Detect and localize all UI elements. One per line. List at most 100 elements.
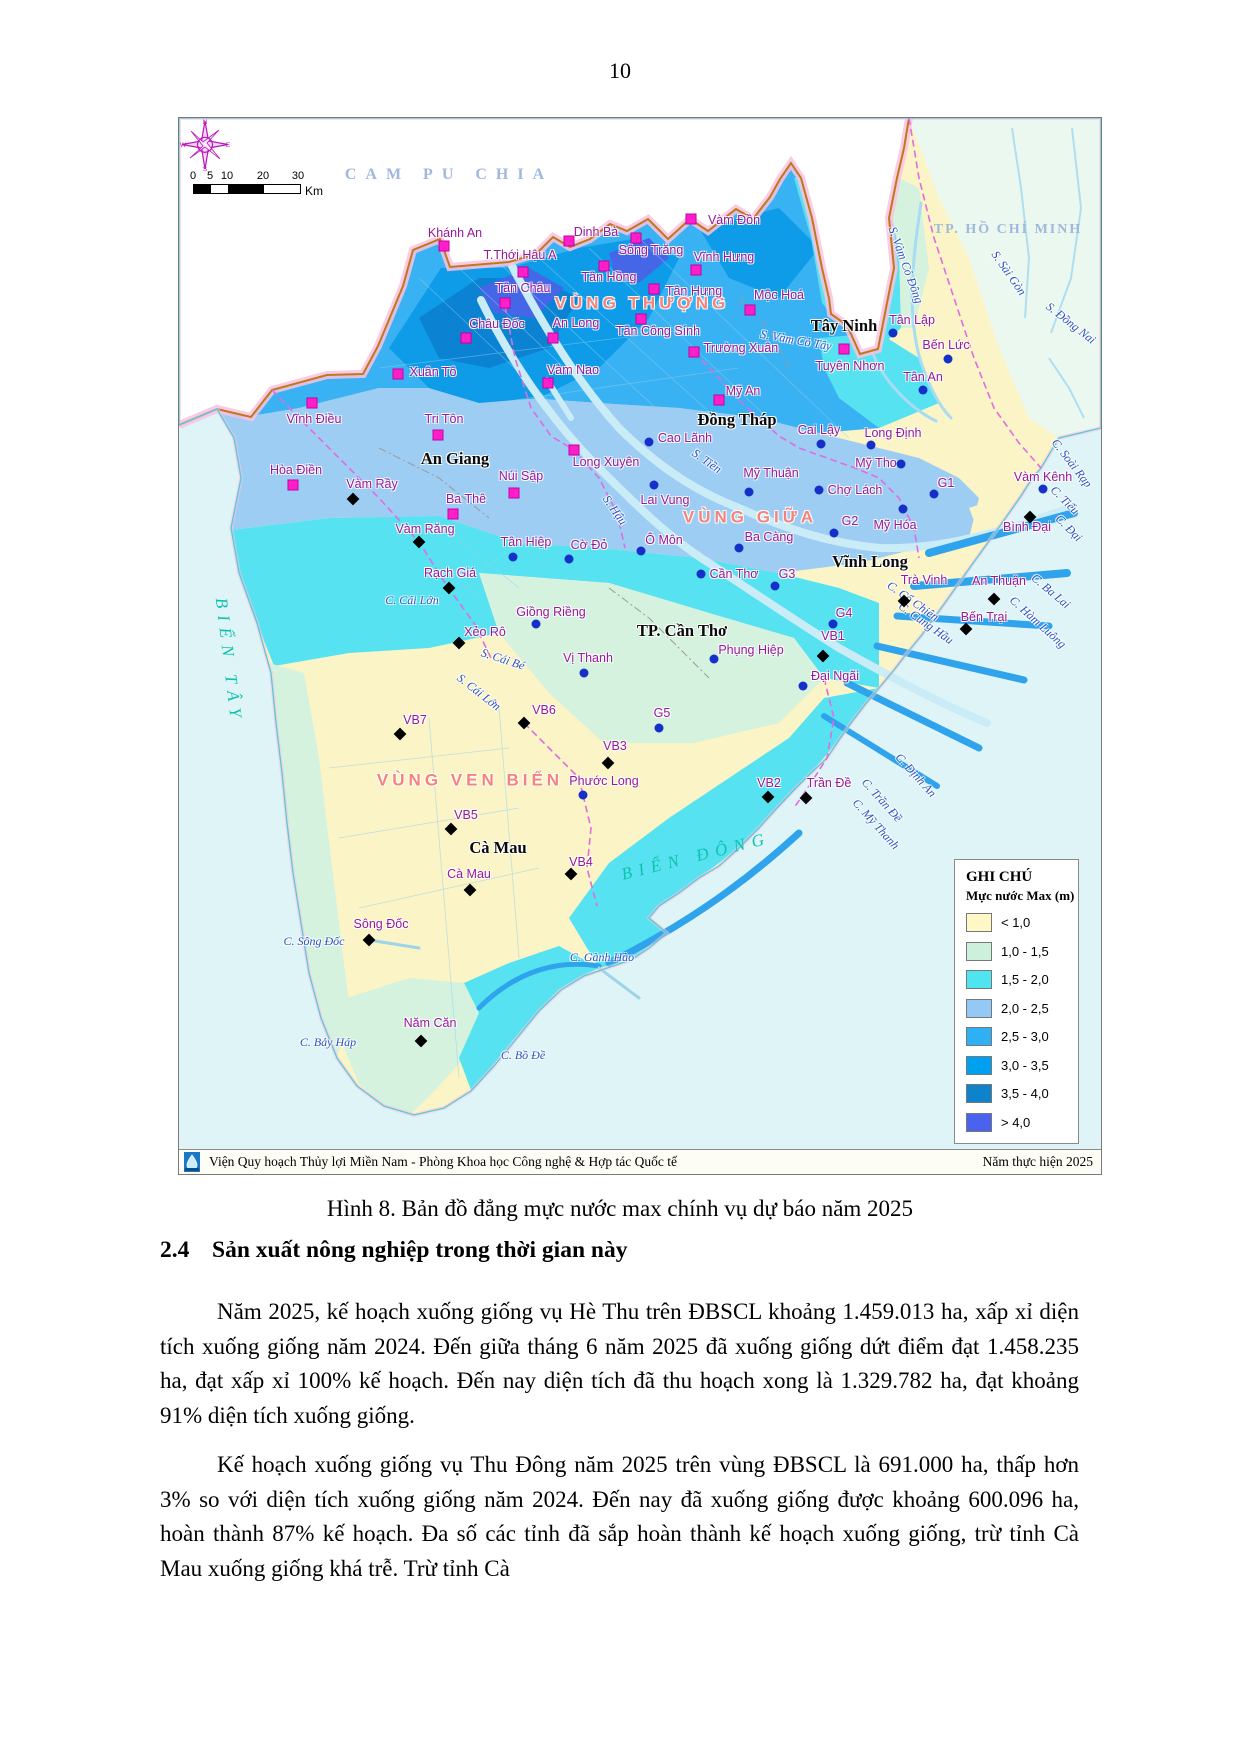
zone-3035-b — [699, 208, 819, 298]
station-marker-dot — [898, 504, 908, 514]
legend-label: 1,5 - 2,0 — [1001, 972, 1049, 987]
station-marker-dot — [943, 354, 953, 364]
legend-swatch — [966, 941, 992, 961]
zone-tanan-yellow — [919, 348, 999, 413]
legend-title: GHI CHÚ — [966, 869, 1033, 885]
station-marker-square — [508, 487, 520, 499]
map-label: C. Tiểu — [1047, 482, 1083, 518]
map-canvas: CAM PU CHIA TP. HỒ CHÍ MINH VÙNG THƯỢNG VÙN… — [179, 118, 1101, 1149]
map-label: C. Bảy Háp — [299, 1035, 357, 1049]
station-marker-square — [460, 332, 472, 344]
map-label: Vàm Đồn — [707, 212, 761, 227]
map-label: Cai Lậy — [797, 422, 841, 437]
station-marker-dot — [696, 569, 706, 579]
station-marker-dot — [929, 489, 939, 499]
station-marker-dot — [649, 480, 659, 490]
map-label: G3 — [778, 566, 796, 581]
map-label: Mộc Hoá — [753, 287, 805, 302]
station-marker-diamond — [444, 822, 458, 836]
song-hau — [477, 296, 991, 727]
estuary-trande — [821, 713, 940, 789]
station-marker-dot — [636, 546, 646, 556]
map-label: Mỹ Tho — [855, 455, 897, 470]
map-figure: CAM PU CHIA TP. HỒ CHÍ MINH VÙNG THƯỢNG VÙN… — [178, 117, 1102, 1175]
institute-logo — [184, 1152, 200, 1172]
station-marker-dot — [508, 552, 518, 562]
coastal-strip-soctrang — [605, 829, 803, 967]
map-label: Hòa Điền — [269, 462, 323, 477]
svg-text:N: N — [203, 119, 208, 126]
station-marker-square — [447, 508, 459, 520]
zone-cyan-central — [479, 543, 879, 688]
map-label: Xẻo Rô — [464, 624, 506, 639]
station-marker-square — [438, 240, 450, 252]
legend-swatch — [966, 1084, 992, 1103]
map-credit: Viện Quy hoạch Thủy lợi Miền Nam - Phòng… — [209, 1154, 678, 1169]
map-label: Tuyên Nhơn — [815, 358, 885, 373]
map-label: Long Xuyên — [572, 454, 640, 469]
paragraph-1: Năm 2025, kế hoạch xuống giống vụ Hè Thu… — [160, 1299, 1079, 1428]
station-marker-dot — [829, 528, 839, 538]
station-marker-square — [688, 346, 700, 358]
section-number: 2.4 — [160, 1237, 190, 1263]
station-marker-square — [287, 479, 299, 491]
scale-tick: 0 — [189, 170, 197, 182]
map-label: Cần Thơ — [709, 566, 759, 581]
map-label: Giồng Riềng — [516, 604, 586, 619]
legend-label: 2,5 - 3,0 — [1001, 1029, 1049, 1044]
map-label: Ô Môn — [645, 532, 683, 547]
rivers — [367, 156, 1078, 1011]
map-label: Vàm Răng — [395, 521, 455, 536]
map-label: Vàm Nao — [546, 362, 600, 377]
map-legend: GHI CHÚ Mực nước Max (m) < 1,0 1,0 - 1,5 1… — [954, 859, 1079, 1144]
legend-label: 3,0 - 3,5 — [1001, 1057, 1049, 1073]
map-label: Dinh Bà — [573, 224, 619, 239]
map-label: C. Sông Đốc — [283, 934, 345, 948]
legend-item: 2,5 - 3,0 — [966, 1027, 1078, 1047]
map-label: S. Sài Gòn — [988, 248, 1030, 298]
map-footer: Viện Quy hoạch Thủy lợi Miền Nam - Phòng… — [179, 1149, 1101, 1174]
map-label: C. Cái Lớn — [385, 593, 439, 607]
legend-swatch — [966, 1027, 992, 1046]
map-label: Bến Lức — [922, 337, 970, 352]
legend-label: < 1,0 — [1001, 915, 1031, 930]
map-label: Tân Hưng — [665, 283, 723, 298]
legend-label: > 4,0 — [1001, 1114, 1031, 1130]
legend-subtitle: Mực nước Max (m) — [966, 888, 1075, 903]
map-label: S. Tiền — [689, 445, 725, 477]
map-label: S. Cái Lớn — [454, 670, 504, 714]
station-marker-square — [685, 213, 697, 225]
station-marker-square — [563, 235, 575, 247]
station-marker-dot — [1038, 484, 1048, 494]
station-marker-dot — [531, 619, 541, 629]
station-marker-diamond — [442, 581, 456, 595]
station-marker-square — [713, 394, 725, 406]
station-marker-diamond — [761, 790, 775, 804]
map-label: VB6 — [532, 702, 556, 717]
station-marker-dot — [579, 668, 589, 678]
legend-item: < 1,0 — [966, 913, 1078, 933]
map-label: S. Vàm Cỏ Đông — [885, 224, 927, 306]
zone-green-band — [479, 573, 824, 743]
zone-40-b — [609, 238, 669, 283]
cambodia-region — [179, 118, 909, 425]
station-marker-dot — [744, 487, 754, 497]
map-label: Đồng Tháp — [697, 409, 777, 429]
vam-co-dong — [910, 201, 953, 420]
map-label: Chợ Lách — [827, 482, 883, 497]
station-marker-square — [499, 297, 511, 309]
song-doc-river — [367, 938, 421, 950]
legend-rows: < 1,0 1,0 - 1,5 1,5 - 2,0 2,0 - 2,5 2,5 - 3,… — [966, 913, 1078, 1133]
station-marker-dot — [578, 790, 588, 800]
map-label: VB2 — [757, 775, 781, 790]
map-label: C. Đại — [1052, 511, 1086, 545]
canal-grid — [328, 237, 850, 1079]
map-label: Vị Thanh — [563, 650, 613, 665]
map-label: Tân Công Sính — [615, 323, 701, 338]
map-label: Lai Vung — [640, 492, 690, 507]
estuary-balai — [893, 612, 1053, 630]
map-label: Trần Đề — [806, 775, 852, 790]
map-label: G2 — [841, 513, 859, 528]
zone-green-westcoast — [269, 663, 351, 1056]
